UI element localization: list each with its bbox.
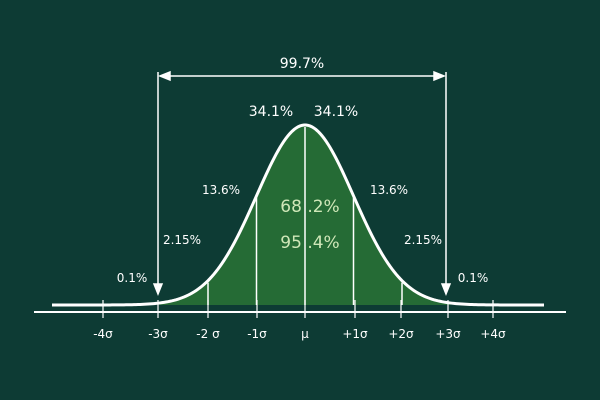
bell-curve bbox=[52, 123, 544, 307]
band-label-right-1: 34.1% bbox=[314, 104, 358, 120]
band-label-right-3: 2.15% bbox=[404, 233, 442, 247]
band-label-right-tail: 0.1% bbox=[458, 271, 489, 285]
tick-label: -1σ bbox=[247, 327, 267, 341]
band-label-left-3: 2.15% bbox=[163, 233, 201, 247]
band-label-left-1: 34.1% bbox=[249, 104, 293, 120]
tick-label: +1σ bbox=[342, 327, 368, 341]
span-arrow bbox=[152, 70, 452, 297]
tick-marks bbox=[102, 300, 494, 318]
tick-label: -4σ bbox=[93, 327, 113, 341]
band-label-left-tail: 0.1% bbox=[117, 271, 148, 285]
center-label-one-sigma: 68 .2% bbox=[280, 197, 339, 217]
band-dividers bbox=[207, 127, 403, 305]
tick-label: -2 σ bbox=[196, 327, 220, 341]
tick-label: μ bbox=[301, 327, 309, 341]
band-label-left-2: 13.6% bbox=[202, 183, 240, 197]
band-label-right-2: 13.6% bbox=[370, 183, 408, 197]
tick-label: +4σ bbox=[480, 327, 506, 341]
tick-labels: -4σ -3σ -2 σ -1σ μ +1σ +2σ +3σ +4σ bbox=[93, 327, 506, 341]
tick-label: -3σ bbox=[148, 327, 168, 341]
span-label: 99.7% bbox=[280, 56, 324, 72]
center-label-two-sigma: 95 .4% bbox=[280, 233, 339, 253]
tick-label: +3σ bbox=[435, 327, 461, 341]
tick-label: +2σ bbox=[388, 327, 414, 341]
